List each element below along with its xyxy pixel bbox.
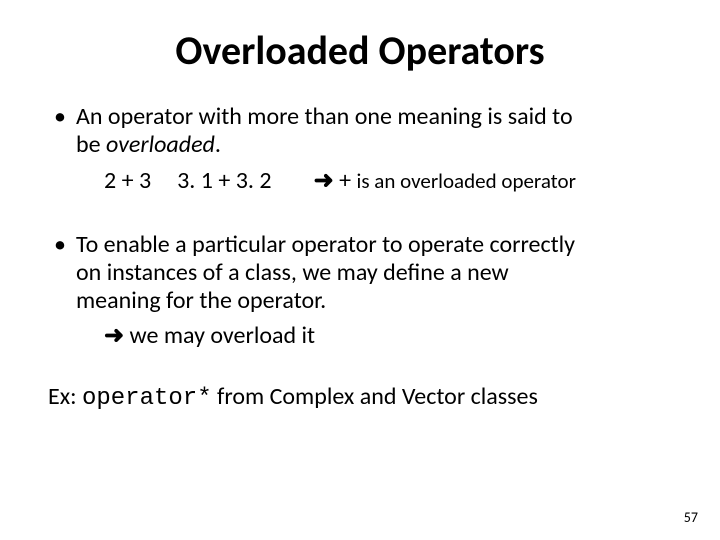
expr-2: 3. 1 + 3. 2 xyxy=(177,166,271,195)
bullet-2-sub: ➜ we may overload it xyxy=(48,322,672,351)
expr-note-rest: is an overloaded operator xyxy=(357,168,576,194)
bullet-2-line3: meaning for the operator. xyxy=(76,286,326,315)
bullet-list: An operator with more than one meaning i… xyxy=(48,103,672,160)
ex-label: Ex: xyxy=(48,382,82,411)
slide-title: Overloaded Operators xyxy=(48,26,672,75)
slide: Overloaded Operators An operator with mo… xyxy=(0,0,720,540)
arrow-icon: ➜ xyxy=(104,322,124,349)
bullet-2: To enable a particular operator to opera… xyxy=(48,231,672,316)
ex-rest: from Complex and Vector classes xyxy=(212,382,538,411)
expression-row: 2 + 3 3. 1 + 3. 2 ➜ + is an overloaded o… xyxy=(48,166,672,195)
ex-code: operator* xyxy=(82,385,212,412)
spacer-2 xyxy=(48,350,672,378)
bullet-1: An operator with more than one meaning i… xyxy=(48,103,672,160)
expr-1: 2 + 3 xyxy=(104,166,151,195)
bullet-1-line2-post: . xyxy=(215,130,221,159)
expr-arrow-cell: ➜ + is an overloaded operator xyxy=(298,166,576,195)
bullet-1-line2-pre: be xyxy=(76,130,106,159)
bullet-1-line1: An operator with more than one meaning i… xyxy=(76,102,573,131)
bullet-1-line2-em: overloaded xyxy=(106,130,215,159)
bullet-2-sub-text: we may overload it xyxy=(124,321,315,350)
arrow-icon: ➜ xyxy=(314,167,334,194)
expr-note-pre: + xyxy=(334,166,357,195)
bullet-list-2: To enable a particular operator to opera… xyxy=(48,231,672,316)
example-line: Ex: operator* from Complex and Vector cl… xyxy=(48,382,672,412)
bullet-2-line1: To enable a particular operator to opera… xyxy=(76,230,575,259)
page-number: 57 xyxy=(684,509,698,526)
bullet-2-line2: on instances of a class, we may define a… xyxy=(76,258,509,287)
spacer-1 xyxy=(48,195,672,231)
